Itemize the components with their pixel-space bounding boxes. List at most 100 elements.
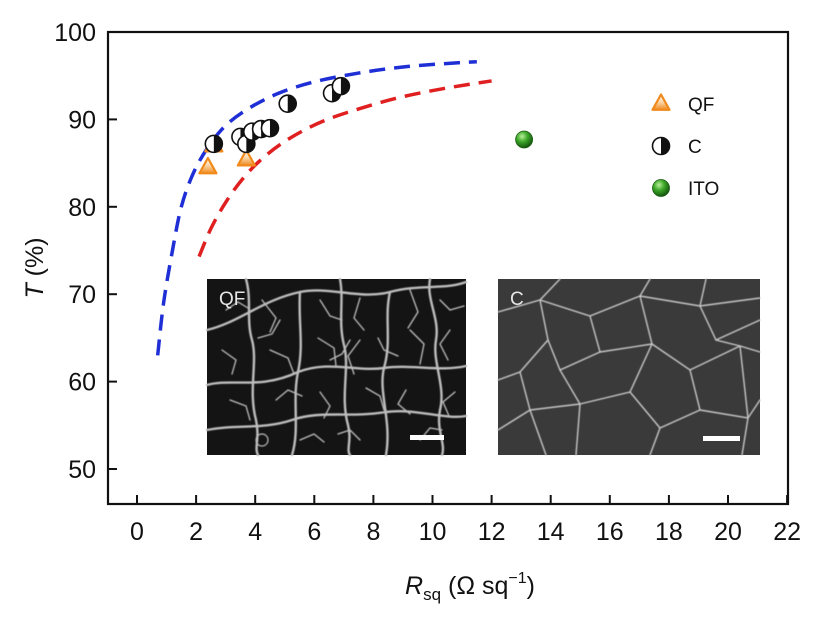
y-tick-label: 60 — [68, 369, 96, 397]
x-tick-label: 10 — [419, 518, 447, 546]
legend: QF C ITO — [651, 93, 719, 200]
x-tick-label: 14 — [537, 518, 565, 546]
point-c — [331, 76, 351, 96]
inset-qf-label: QF — [219, 289, 245, 310]
y-axis-label: T (%) — [21, 237, 49, 298]
qf-small-branch — [439, 329, 451, 361]
qf-main-branch — [428, 277, 445, 457]
y-axis-ticks: 50 60 70 80 90 100 — [54, 19, 117, 484]
x-tick-label: 18 — [655, 518, 683, 546]
qf-small-branch — [329, 339, 351, 361]
point-c — [204, 134, 224, 154]
point-c — [260, 118, 280, 138]
c-crack-line — [649, 427, 661, 456]
legend-label-c: C — [688, 137, 702, 158]
fit-curves — [155, 59, 492, 356]
qf-small-branch — [337, 429, 361, 441]
point-c-fill — [213, 135, 223, 153]
inset-qf: QF — [205, 277, 468, 457]
qf-network-pattern — [205, 277, 468, 457]
qf-small-branch — [225, 301, 249, 311]
x-axis-label: Rsq (Ω sq−1) — [405, 570, 535, 604]
qf-small-branch — [261, 299, 277, 333]
qf-scale-bar — [410, 435, 444, 440]
y-tick-label: 90 — [68, 106, 96, 134]
legend-marker-c-fill — [661, 137, 670, 155]
c-crack-line — [497, 299, 549, 381]
qf-small-branch — [439, 299, 465, 311]
qf-ring — [255, 433, 269, 447]
inset-c: C — [497, 278, 761, 456]
qf-small-branch — [407, 289, 419, 329]
qf-small-branch — [269, 349, 295, 375]
x-tick-label: 20 — [714, 518, 742, 546]
c-crack-line — [739, 345, 749, 419]
c-scale-bar — [703, 436, 740, 441]
qf-main-branch — [338, 277, 352, 457]
legend-marker-c — [651, 136, 671, 156]
qf-small-branch — [229, 399, 251, 421]
y-tick-label: 80 — [68, 194, 96, 222]
point-c-fill — [269, 119, 279, 137]
y-axis-label-unit: (%) — [21, 237, 49, 283]
qf-small-branch — [275, 389, 303, 401]
c-crack-line — [651, 343, 761, 371]
legend-marker-ito — [652, 179, 670, 197]
x-axis-label-variable: R — [405, 572, 423, 600]
inset-c-label: C — [510, 289, 524, 310]
x-tick-label: 8 — [366, 518, 380, 546]
qf-small-branch — [442, 391, 456, 417]
c-crack-line — [575, 403, 581, 456]
point-qf — [236, 149, 256, 167]
data-points — [198, 76, 534, 175]
plot-area-frame — [106, 30, 790, 506]
point-c — [278, 94, 298, 113]
c-crack-line — [741, 417, 749, 456]
point-qf — [198, 156, 218, 175]
x-tick-label: 22 — [773, 518, 801, 546]
qf-small-branch — [299, 433, 325, 443]
x-tick-label: 12 — [478, 518, 506, 546]
qf-main-branch — [205, 364, 468, 387]
y-tick-label: 50 — [68, 456, 96, 484]
c-crack-line — [547, 315, 601, 371]
qf-small-branch — [319, 299, 343, 321]
x-axis-label-unit: (Ω sq — [441, 572, 508, 600]
qf-main-branch — [205, 410, 468, 432]
legend-label-qf: QF — [688, 95, 714, 116]
y-tick-label: 70 — [68, 281, 96, 309]
x-tick-label: 6 — [307, 518, 321, 546]
legend-label-ito: ITO — [688, 179, 719, 200]
point-c-fill — [287, 95, 297, 113]
x-axis-ticks: 0 2 4 6 8 10 12 14 16 18 20 22 — [130, 495, 801, 546]
x-axis-label-superscript: −1 — [508, 570, 526, 587]
fit-curve-1 — [197, 79, 492, 258]
qf-small-branch — [317, 337, 337, 367]
qf-small-branch — [377, 337, 399, 357]
x-tick-label: 4 — [248, 518, 262, 546]
y-axis-label-variable: T — [21, 282, 49, 299]
point-c-fill — [340, 77, 350, 95]
x-axis-label-subscript: sq — [423, 585, 441, 604]
qf-small-branch — [319, 391, 331, 419]
c-crack-pattern — [497, 278, 761, 456]
c-crack-line — [539, 278, 561, 301]
qf-small-branch — [347, 339, 361, 375]
fit-curve-0 — [155, 59, 477, 356]
c-crack-line — [497, 295, 761, 317]
c-crack-line — [529, 409, 547, 456]
x-tick-label: 2 — [189, 518, 203, 546]
qf-small-branch — [365, 387, 385, 411]
x-tick-label: 0 — [130, 518, 144, 546]
c-crack-line — [639, 278, 651, 297]
c-crack-line — [629, 369, 701, 429]
point-ito — [515, 130, 534, 149]
qf-main-branch — [205, 280, 468, 332]
x-axis-label-unit-close: ) — [527, 572, 535, 600]
c-crack-line — [715, 319, 761, 341]
qf-small-branch — [409, 329, 425, 365]
c-crack-line — [699, 278, 707, 307]
x-tick-label: 16 — [596, 518, 624, 546]
qf-small-branch — [397, 389, 411, 415]
